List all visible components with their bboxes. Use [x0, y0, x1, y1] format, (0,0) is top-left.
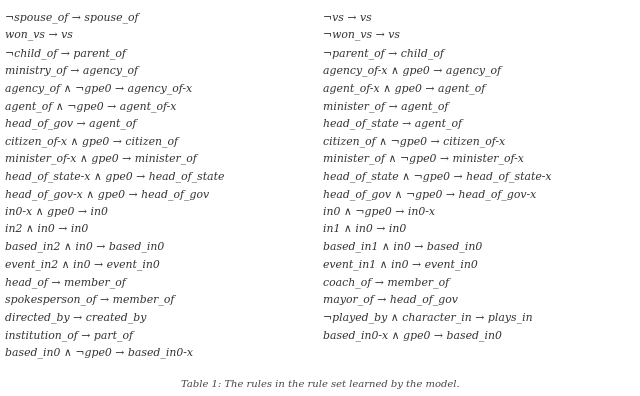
Text: ministry_of → agency_of: ministry_of → agency_of	[5, 65, 138, 76]
Text: mayor_of → head_of_gov: mayor_of → head_of_gov	[323, 295, 458, 305]
Text: based_in0-x ∧ gpe0 → based_in0: based_in0-x ∧ gpe0 → based_in0	[323, 330, 502, 341]
Text: minister_of ∧ ¬gpe0 → minister_of-x: minister_of ∧ ¬gpe0 → minister_of-x	[323, 154, 524, 164]
Text: ¬won_vs → vs: ¬won_vs → vs	[323, 30, 400, 40]
Text: agency_of ∧ ¬gpe0 → agency_of-x: agency_of ∧ ¬gpe0 → agency_of-x	[5, 83, 192, 94]
Text: based_in1 ∧ in0 → based_in0: based_in1 ∧ in0 → based_in0	[323, 242, 483, 253]
Text: minister_of-x ∧ gpe0 → minister_of: minister_of-x ∧ gpe0 → minister_of	[5, 154, 197, 164]
Text: head_of_state ∧ ¬gpe0 → head_of_state-x: head_of_state ∧ ¬gpe0 → head_of_state-x	[323, 171, 552, 182]
Text: minister_of → agent_of: minister_of → agent_of	[323, 101, 449, 112]
Text: in0 ∧ ¬gpe0 → in0-x: in0 ∧ ¬gpe0 → in0-x	[323, 207, 435, 217]
Text: ¬child_of → parent_of: ¬child_of → parent_of	[5, 48, 126, 59]
Text: ¬vs → vs: ¬vs → vs	[323, 13, 372, 23]
Text: head_of_gov → agent_of: head_of_gov → agent_of	[5, 118, 136, 129]
Text: ¬parent_of → child_of: ¬parent_of → child_of	[323, 48, 444, 59]
Text: agency_of-x ∧ gpe0 → agency_of: agency_of-x ∧ gpe0 → agency_of	[323, 65, 501, 76]
Text: based_in2 ∧ in0 → based_in0: based_in2 ∧ in0 → based_in0	[5, 242, 164, 253]
Text: agent_of-x ∧ gpe0 → agent_of: agent_of-x ∧ gpe0 → agent_of	[323, 83, 486, 94]
Text: won_vs → vs: won_vs → vs	[5, 30, 73, 40]
Text: in2 ∧ in0 → in0: in2 ∧ in0 → in0	[5, 224, 88, 234]
Text: head_of_state-x ∧ gpe0 → head_of_state: head_of_state-x ∧ gpe0 → head_of_state	[5, 171, 225, 182]
Text: citizen_of ∧ ¬gpe0 → citizen_of-x: citizen_of ∧ ¬gpe0 → citizen_of-x	[323, 136, 506, 147]
Text: agent_of ∧ ¬gpe0 → agent_of-x: agent_of ∧ ¬gpe0 → agent_of-x	[5, 101, 177, 112]
Text: ¬played_by ∧ character_in → plays_in: ¬played_by ∧ character_in → plays_in	[323, 312, 533, 323]
Text: in1 ∧ in0 → in0: in1 ∧ in0 → in0	[323, 224, 406, 234]
Text: head_of_gov-x ∧ gpe0 → head_of_gov: head_of_gov-x ∧ gpe0 → head_of_gov	[5, 189, 209, 200]
Text: event_in2 ∧ in0 → event_in0: event_in2 ∧ in0 → event_in0	[5, 259, 160, 270]
Text: event_in1 ∧ in0 → event_in0: event_in1 ∧ in0 → event_in0	[323, 259, 478, 270]
Text: coach_of → member_of: coach_of → member_of	[323, 277, 449, 288]
Text: head_of → member_of: head_of → member_of	[5, 277, 126, 288]
Text: ¬spouse_of → spouse_of: ¬spouse_of → spouse_of	[5, 13, 139, 23]
Text: directed_by → created_by: directed_by → created_by	[5, 312, 147, 323]
Text: Table 1: The rules in the rule set learned by the model.: Table 1: The rules in the rule set learn…	[180, 380, 460, 389]
Text: in0-x ∧ gpe0 → in0: in0-x ∧ gpe0 → in0	[5, 207, 108, 217]
Text: based_in0 ∧ ¬gpe0 → based_in0-x: based_in0 ∧ ¬gpe0 → based_in0-x	[5, 348, 193, 358]
Text: spokesperson_of → member_of: spokesperson_of → member_of	[5, 295, 175, 305]
Text: head_of_state → agent_of: head_of_state → agent_of	[323, 118, 462, 129]
Text: citizen_of-x ∧ gpe0 → citizen_of: citizen_of-x ∧ gpe0 → citizen_of	[5, 136, 178, 147]
Text: head_of_gov ∧ ¬gpe0 → head_of_gov-x: head_of_gov ∧ ¬gpe0 → head_of_gov-x	[323, 189, 536, 200]
Text: institution_of → part_of: institution_of → part_of	[5, 330, 133, 341]
